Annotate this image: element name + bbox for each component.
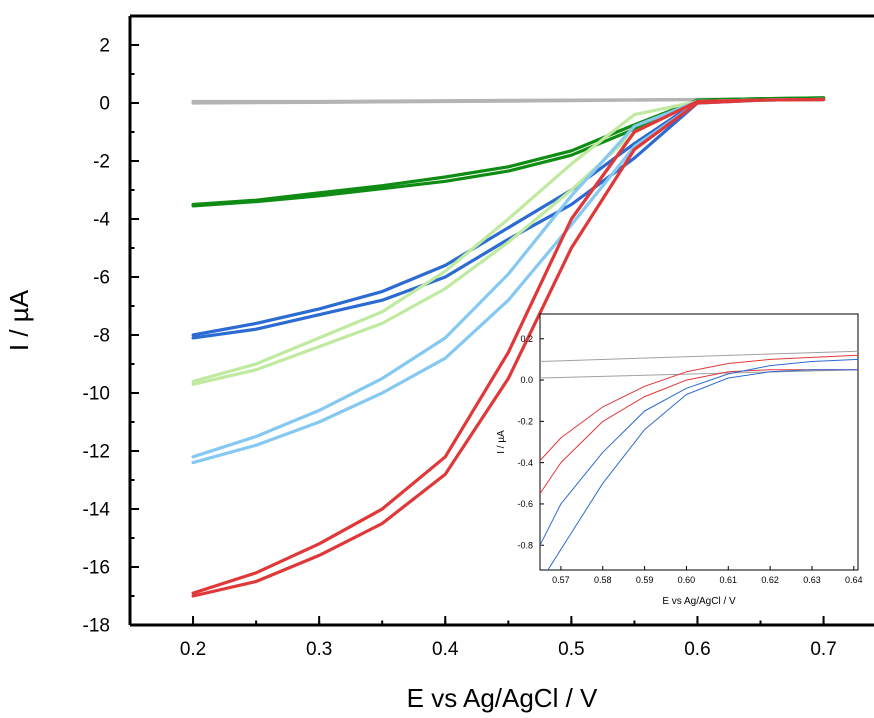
- main-series-1-line: [191, 96, 826, 208]
- inset-x-tick-label-5: 0.62: [761, 575, 779, 585]
- main-x-tick-label-1: 0.3: [306, 639, 332, 660]
- inset-y-tick-label-1: 0.0: [520, 375, 533, 385]
- inset-y-axis-title: I / µA: [496, 430, 507, 454]
- inset-y-tick-label-2: -0.2: [517, 417, 533, 427]
- inset-series-1-line: [540, 369, 858, 379]
- main-y-tick-label-6: -10: [83, 384, 110, 405]
- main-x-tick-label-2: 0.4: [432, 639, 459, 660]
- inset-y-tick-label-5: -0.8: [517, 540, 533, 550]
- inset-y-tick-label-0: 0.2: [520, 334, 533, 344]
- inset-x-tick-label-4: 0.61: [720, 575, 738, 585]
- main-y-axis-title: I / µA: [4, 289, 34, 351]
- main-y-tick-label-0: 2: [99, 36, 110, 57]
- inset-x-axis-title: E vs Ag/AgCl / V: [662, 596, 736, 607]
- main-plot: 0.2 0.3 0.4 0.5 0.6 0.7 2 0 -2 -4 -6 -8 -10 -12 -14 -16…: [4, 14, 874, 713]
- inset-series-0-line: [540, 350, 858, 362]
- inset-x-tick-label-7: 0.64: [845, 575, 863, 585]
- inset-x-tick-label-1: 0.58: [594, 575, 612, 585]
- main-x-tick-label-3: 0.5: [558, 639, 584, 660]
- inset-y-tick-label-4: -0.6: [517, 499, 533, 509]
- main-y-tick-label-8: -14: [83, 500, 111, 521]
- main-series-5-return-line: [191, 97, 826, 595]
- inset-y-tick-label-3: -0.4: [517, 458, 533, 468]
- main-y-tick-label-10: -18: [83, 616, 110, 637]
- inset-x-tick-label-3: 0.60: [678, 575, 696, 585]
- main-y-tick-label-1: 0: [99, 94, 110, 115]
- inset-series-group: [540, 350, 858, 570]
- main-series-1-return-line: [191, 96, 826, 207]
- main-y-tick-label-3: -4: [93, 210, 110, 231]
- main-y-tick-label-5: -8: [93, 326, 110, 347]
- main-x-tick-label-4: 0.6: [684, 639, 710, 660]
- inset-series-2-line: [540, 354, 858, 462]
- inset-x-tick-label-6: 0.63: [803, 575, 821, 585]
- main-series-group: [191, 96, 826, 598]
- main-x-tick-label-5: 0.7: [810, 639, 836, 660]
- main-y-tick-label-2: -2: [93, 152, 110, 173]
- inset-x-tick-label-2: 0.59: [636, 575, 654, 585]
- main-y-tick-label-7: -12: [83, 442, 110, 463]
- inset-series-3-line: [540, 369, 858, 495]
- main-x-axis-title: E vs Ag/AgCl / V: [407, 683, 598, 713]
- main-x-tick-label-0: 0.2: [180, 639, 206, 660]
- main-y-tick-label-4: -6: [93, 268, 110, 289]
- inset-series-5-line: [547, 369, 858, 570]
- inset-series-4-line: [540, 358, 858, 546]
- main-y-tick-label-9: -16: [83, 558, 110, 579]
- inset-x-tick-label-0: 0.57: [552, 575, 570, 585]
- inset-plot: 0.57 0.58 0.59 0.60 0.61 0.62 0.63 0.64 0.2 0.0 -0…: [496, 313, 863, 607]
